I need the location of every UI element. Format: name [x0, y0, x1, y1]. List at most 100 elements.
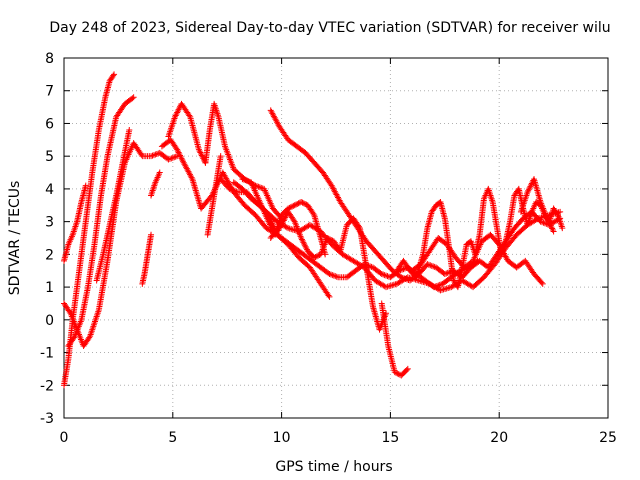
data-point	[381, 272, 388, 279]
data-point	[326, 271, 333, 277]
data-point	[166, 155, 173, 162]
y-tick-label: 0	[45, 313, 54, 329]
data-point	[286, 204, 293, 211]
series-track-6	[139, 231, 155, 287]
data-point	[431, 263, 438, 270]
data-point	[525, 187, 532, 194]
data-point	[433, 283, 440, 289]
data-point	[524, 189, 531, 196]
data-point	[242, 177, 249, 184]
data-point	[126, 127, 133, 133]
data-point	[427, 262, 434, 269]
data-point	[280, 217, 287, 224]
data-point	[267, 223, 274, 229]
data-point	[545, 218, 552, 225]
data-point	[424, 261, 431, 268]
series-track-11	[204, 153, 224, 238]
y-tick-label: 3	[45, 215, 54, 231]
data-point	[383, 272, 390, 279]
data-point	[198, 151, 205, 157]
x-tick-label: 10	[273, 430, 291, 446]
x-tick-label: 0	[60, 430, 69, 446]
x-axis-label: GPS time / hours	[275, 459, 392, 475]
series-track-15	[239, 176, 390, 333]
y-tick-label: 7	[45, 84, 54, 100]
data-point	[230, 187, 237, 194]
data-point	[397, 273, 404, 280]
data-point	[129, 95, 136, 102]
data-point	[546, 219, 553, 226]
data-point	[399, 274, 406, 281]
grid	[64, 58, 608, 418]
plot-frame	[63, 57, 609, 419]
data-point	[195, 146, 202, 153]
y-tick-label: 5	[45, 149, 54, 165]
data-point	[197, 149, 204, 156]
data-point	[326, 236, 333, 243]
data-point	[300, 200, 307, 207]
data-point	[327, 271, 334, 278]
data-point	[312, 253, 319, 260]
data-point	[285, 205, 292, 212]
data-point	[377, 270, 384, 277]
data-point	[227, 186, 234, 193]
data-point	[403, 367, 410, 373]
x-tick-label: 20	[490, 430, 508, 446]
data-point	[525, 186, 532, 193]
data-point	[86, 334, 93, 341]
data-point	[281, 216, 288, 223]
data-points	[61, 71, 566, 389]
series-track-7	[148, 169, 163, 199]
data-point	[430, 263, 437, 270]
data-point	[400, 266, 407, 273]
y-tick-label: -3	[40, 411, 54, 427]
series-track-17	[378, 300, 411, 379]
data-point	[538, 279, 545, 286]
data-point	[188, 174, 195, 181]
data-point	[380, 271, 387, 278]
data-point	[66, 308, 73, 315]
data-point	[172, 153, 179, 160]
data-point	[537, 218, 544, 225]
data-point	[173, 111, 180, 117]
data-point	[269, 225, 276, 232]
data-point	[301, 242, 308, 249]
data-point	[528, 180, 535, 187]
data-point	[148, 231, 155, 238]
data-point	[148, 153, 155, 160]
data-point	[165, 156, 172, 163]
data-point	[179, 156, 186, 163]
data-point	[547, 222, 554, 229]
axis-ticks: 0 5 10 15 20 25 -3 -2 -1 0 1 2 3 4 5 6 7 8	[40, 51, 617, 446]
data-point	[299, 199, 306, 206]
data-point	[289, 203, 296, 210]
data-point	[199, 153, 206, 160]
data-point	[169, 154, 176, 161]
data-point	[541, 220, 548, 227]
data-point	[175, 149, 182, 156]
data-point	[255, 183, 262, 190]
series-track-2	[65, 94, 137, 349]
data-point	[298, 199, 305, 205]
data-point	[174, 108, 181, 115]
data-point	[539, 280, 546, 287]
data-point	[404, 365, 411, 372]
data-point	[233, 188, 240, 195]
data-point	[177, 152, 184, 159]
data-point	[186, 112, 193, 119]
data-point	[401, 275, 408, 282]
y-tick-label: 2	[45, 247, 54, 263]
data-point	[174, 148, 181, 155]
series-track-16	[267, 199, 329, 258]
data-point	[527, 183, 534, 190]
data-point	[368, 263, 375, 270]
y-tick-label: 4	[45, 182, 54, 198]
data-point	[549, 227, 556, 233]
data-point	[330, 272, 337, 279]
data-point	[559, 225, 566, 232]
data-point	[444, 269, 451, 276]
data-point	[302, 243, 309, 250]
data-point	[265, 218, 272, 225]
data-point	[322, 251, 329, 258]
data-point	[240, 176, 247, 183]
